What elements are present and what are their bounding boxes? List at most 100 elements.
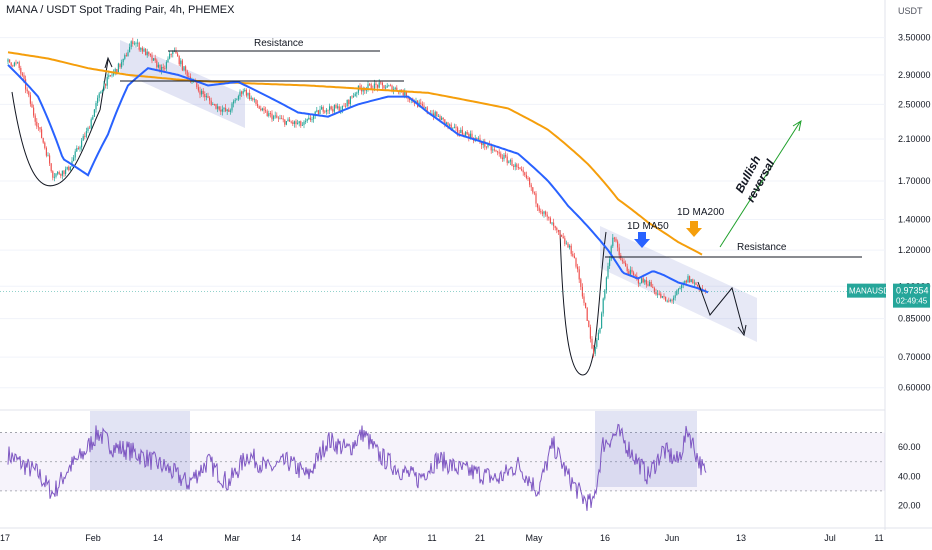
channel-right <box>600 226 757 342</box>
candle-body <box>111 74 113 76</box>
candle-body <box>369 84 371 86</box>
candle-body <box>594 346 596 354</box>
candle-body <box>599 328 601 333</box>
candle-body <box>373 83 375 90</box>
candle-body <box>665 296 667 301</box>
candle-body <box>607 265 609 278</box>
candle-body <box>476 137 478 140</box>
candle-body <box>266 111 268 116</box>
candle-body <box>292 122 294 124</box>
candle-body <box>255 99 257 105</box>
candle-body <box>519 167 521 170</box>
candle-body <box>33 107 35 116</box>
candle-body <box>501 157 503 160</box>
candle-body <box>433 113 435 117</box>
candle-body <box>345 105 347 107</box>
candle-body <box>130 41 132 47</box>
candle-body <box>445 122 447 125</box>
candle-body <box>351 96 353 98</box>
time-tick-label: 16 <box>600 533 610 543</box>
channel-left <box>120 40 245 128</box>
cup-patterns <box>11 56 607 376</box>
candle-body <box>17 62 19 64</box>
bullish-arrowhead <box>792 119 802 132</box>
candle-body <box>164 68 166 70</box>
candle-body <box>695 282 697 285</box>
ma50-marker-arrow <box>634 232 650 248</box>
candle-body <box>453 126 455 128</box>
candle-body <box>341 105 343 111</box>
candle-body <box>124 55 126 59</box>
candle-body <box>690 279 692 283</box>
candle-body <box>439 115 441 121</box>
candle-body <box>245 89 247 96</box>
candle-body <box>285 121 287 125</box>
candle-body <box>613 237 615 239</box>
time-tick-label: May <box>525 533 543 543</box>
candle-body <box>628 271 630 275</box>
candle-body <box>127 52 129 57</box>
candle-body <box>239 91 241 97</box>
candle-body <box>247 92 249 96</box>
candle-body <box>623 261 625 264</box>
candle-body <box>55 173 57 177</box>
candle-body <box>109 75 111 77</box>
candle-body <box>260 108 262 111</box>
candle-body <box>332 109 334 112</box>
time-axis[interactable]: 17 Feb 14 Mar 14 Apr 11 21 May 16 Jun 13 Jul 11 <box>0 533 884 543</box>
candle-body <box>378 82 380 88</box>
candle-body <box>609 259 611 266</box>
cup-left-arrowhead <box>104 56 113 69</box>
candle-body <box>68 166 70 171</box>
channel-boxes <box>120 40 757 342</box>
symbol-badge[interactable] <box>847 283 886 298</box>
candle-body <box>513 165 515 167</box>
candle-body <box>218 106 220 110</box>
candle-body <box>509 160 511 162</box>
candle-body <box>362 89 364 92</box>
candle-body <box>108 75 110 78</box>
candle-body <box>554 226 556 228</box>
candle-body <box>89 127 91 129</box>
candle-body <box>674 295 676 298</box>
candle-body <box>524 172 526 176</box>
candle-body <box>637 277 639 284</box>
candle-body <box>148 51 150 54</box>
time-tick-label: 11 <box>427 533 436 543</box>
candle-body <box>407 97 409 99</box>
candle-body <box>559 231 561 235</box>
candle-body <box>468 133 470 139</box>
candle-body <box>356 92 358 94</box>
candle-body <box>644 280 646 283</box>
price-axis[interactable]: USDT 3.50000 2.90000 2.50000 2.10000 1.70000 1… <box>847 6 931 510</box>
ma200-marker-arrow <box>686 221 702 237</box>
candle-body <box>660 293 662 298</box>
candle-body <box>165 62 167 69</box>
candle-body <box>132 41 134 45</box>
candle-body <box>452 127 454 129</box>
candle-body <box>69 166 71 171</box>
candle-body <box>575 258 577 267</box>
candle-body <box>697 284 699 287</box>
last-price-value: 0.97354 <box>896 286 929 296</box>
candle-body <box>236 99 238 101</box>
candle-body <box>364 89 366 91</box>
candle-body <box>322 107 324 112</box>
candle-body <box>169 53 171 59</box>
candle-body <box>647 284 649 286</box>
candle-body <box>580 279 582 287</box>
candle-body <box>402 92 404 96</box>
candle-body <box>241 91 243 94</box>
candle-body <box>460 129 462 133</box>
candle-body <box>327 109 329 111</box>
candle-body <box>517 167 519 168</box>
candle-body <box>93 109 95 117</box>
candle-body <box>153 58 155 61</box>
candle-body <box>634 275 636 276</box>
candle-body <box>149 53 151 56</box>
candle-body <box>642 278 644 283</box>
candle-body <box>610 246 612 260</box>
time-tick-label: 13 <box>736 533 746 543</box>
price-badge[interactable] <box>893 283 930 308</box>
